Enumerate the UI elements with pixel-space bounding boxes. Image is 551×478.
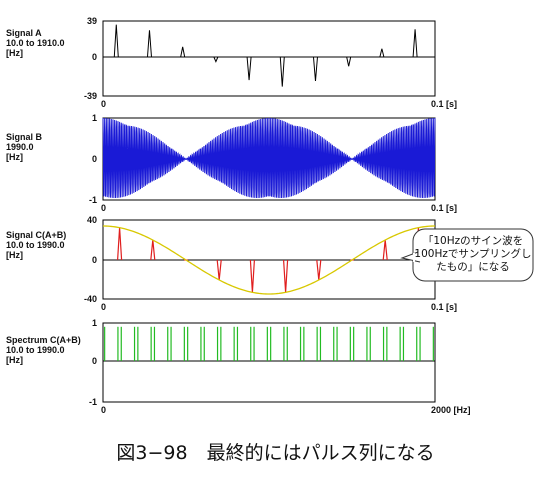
y-tick-label: -40 bbox=[84, 294, 97, 304]
figure-caption: 図3−98 最終的にはパルス列になる bbox=[116, 442, 435, 464]
y-tick-label: 0 bbox=[92, 255, 97, 265]
panel-label-line: 10.0 to 1990.0 bbox=[6, 240, 65, 250]
y-tick-label: 0 bbox=[92, 52, 97, 62]
panel-label-line: Signal B bbox=[6, 132, 43, 142]
pulse-mark bbox=[180, 46, 186, 58]
panel-label-line: [Hz] bbox=[6, 152, 23, 162]
x-tick-label: 0 bbox=[101, 99, 106, 109]
y-tick-label: 1 bbox=[92, 318, 97, 328]
panel-label-line: 10.0 to 1990.0 bbox=[6, 345, 65, 355]
pulse-mark bbox=[113, 24, 119, 58]
panel-label-line: [Hz] bbox=[6, 250, 23, 260]
sine-envelope bbox=[102, 225, 436, 295]
sample-spike bbox=[249, 259, 255, 293]
y-tick-label: 0 bbox=[92, 154, 97, 164]
sample-spike bbox=[316, 259, 322, 281]
pulse-mark bbox=[312, 56, 318, 82]
panel-label-line: [Hz] bbox=[6, 48, 23, 58]
pulse-mark bbox=[246, 56, 252, 81]
sample-spike bbox=[150, 239, 156, 261]
pulse-mark bbox=[346, 56, 352, 67]
x-tick-label: 0 bbox=[101, 203, 106, 213]
callout-text: たもの」になる bbox=[436, 261, 510, 273]
y-tick-label: 1 bbox=[92, 113, 97, 123]
y-tick-label: -39 bbox=[84, 91, 97, 101]
callout-text: 「10Hzのサイン波を bbox=[423, 234, 523, 247]
pulse-mark bbox=[379, 48, 385, 58]
panel-label-line: 10.0 to 1910.0 bbox=[6, 38, 65, 48]
x-tick-label: 0.1 [s] bbox=[431, 99, 457, 109]
panel-label-line: Signal A bbox=[6, 28, 42, 38]
signal-b-wave bbox=[102, 117, 436, 198]
plot-frame bbox=[102, 20, 436, 97]
x-tick-label: 0.1 [s] bbox=[431, 203, 457, 213]
x-tick-label: 0 bbox=[101, 302, 106, 312]
pulse-mark bbox=[213, 56, 219, 63]
x-tick-label: 2000 [Hz] bbox=[431, 405, 471, 415]
pulse-mark bbox=[146, 30, 152, 58]
plot-frame bbox=[102, 322, 436, 403]
sample-spike bbox=[117, 227, 123, 261]
y-tick-label: 39 bbox=[87, 16, 97, 26]
sample-spike bbox=[216, 259, 222, 281]
pulse-mark bbox=[412, 29, 418, 58]
y-tick-label: -1 bbox=[89, 195, 97, 205]
panel-label-line: Signal C(A+B) bbox=[6, 230, 66, 240]
sample-spike bbox=[283, 259, 289, 293]
panel-label-line: 1990.0 bbox=[6, 142, 34, 152]
panel-label-line: [Hz] bbox=[6, 355, 23, 365]
x-tick-label: 0 bbox=[101, 405, 106, 415]
sample-spike bbox=[382, 239, 388, 261]
x-tick-label: 0.1 [s] bbox=[431, 302, 457, 312]
callout-text: 100Hzでサンプリングし bbox=[414, 247, 531, 260]
y-tick-label: -1 bbox=[89, 397, 97, 407]
y-tick-label: 0 bbox=[92, 356, 97, 366]
y-tick-label: 40 bbox=[87, 215, 97, 225]
panel-label-line: Spectrum C(A+B) bbox=[6, 335, 81, 345]
pulse-mark bbox=[279, 56, 285, 87]
